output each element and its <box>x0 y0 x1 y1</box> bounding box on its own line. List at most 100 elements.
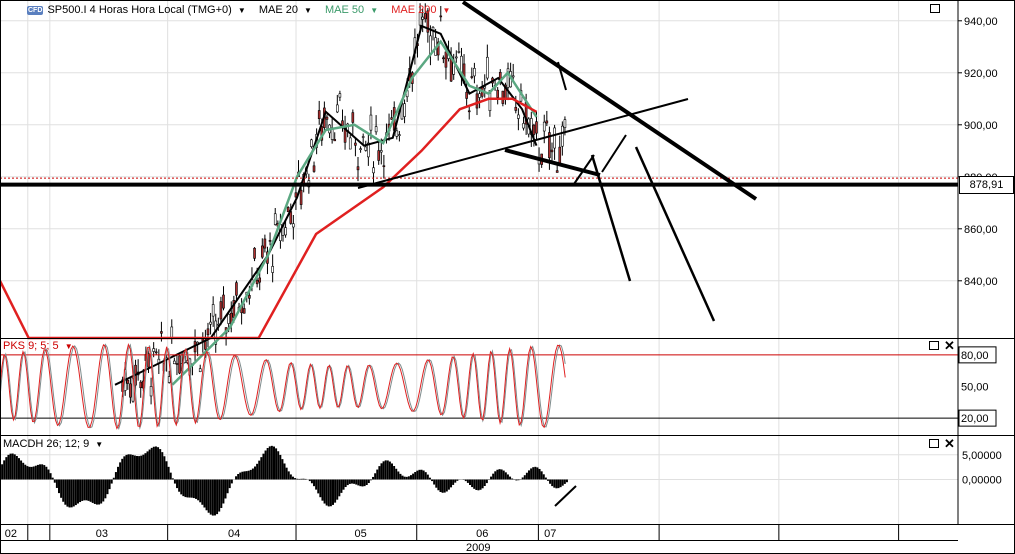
candle-body <box>253 247 256 259</box>
stochastic-menu-arrow[interactable]: ▼ <box>64 342 73 351</box>
macd-close-icon[interactable]: ✕ <box>944 436 955 451</box>
candle-body <box>436 41 440 56</box>
candle-body <box>542 121 546 132</box>
ma-line <box>171 39 538 386</box>
ma20-label[interactable]: MAE 20 <box>258 4 298 16</box>
candle-body <box>423 13 427 20</box>
price-maximize-button[interactable] <box>930 4 940 13</box>
stoch-level-box <box>958 409 997 427</box>
candle-body <box>354 142 357 146</box>
candle-body <box>478 93 481 98</box>
ma20-menu-arrow[interactable]: ▼ <box>304 6 312 15</box>
candle-body <box>232 300 236 318</box>
stoch-tick-label: 80,00 <box>961 350 989 362</box>
stochastic-close-icon[interactable]: ✕ <box>944 338 955 353</box>
price-tick-label: 860,00 <box>964 224 998 236</box>
stoch-k-line <box>0 343 566 430</box>
stochastic-label[interactable]: PKS 9; 5; 5 <box>3 340 59 352</box>
candle-body <box>457 51 461 53</box>
price-plot <box>121 3 567 405</box>
panel-frame <box>0 0 1015 339</box>
candle-body <box>178 355 181 374</box>
candle-body <box>175 363 179 365</box>
time-tick-label: 07 <box>544 528 556 540</box>
candle-body <box>473 68 476 77</box>
instrument-menu-arrow[interactable]: ▼ <box>237 6 246 15</box>
stoch-tick-label: 50,00 <box>961 382 989 394</box>
stochastic-legend: PKS 9; 5; 5 ▼ <box>3 340 83 352</box>
trendline <box>357 98 689 189</box>
price-tick-label: 900,00 <box>964 120 998 132</box>
candle-body <box>268 240 272 242</box>
candle-body <box>390 117 393 120</box>
candle-body <box>496 89 499 98</box>
candle-body <box>522 123 525 129</box>
macd-legend: MACDH 26; 12; 9 ▼ <box>3 438 113 450</box>
chart-legend: CFD SP500.I 4 Horas Hora Local (TMG+0) ▼… <box>27 4 460 16</box>
time-tick-label: 05 <box>354 528 366 540</box>
candle-body <box>454 56 458 59</box>
stochastic-maximize-button[interactable] <box>929 341 939 350</box>
trendline <box>461 0 758 201</box>
candle-body <box>222 294 225 309</box>
time-tick-label: 02 <box>5 528 17 540</box>
candle-body <box>235 282 238 296</box>
candle-body <box>255 279 259 285</box>
candle-body <box>325 116 329 120</box>
price-tick-label: 840,00 <box>964 276 998 288</box>
candle-body <box>475 93 479 109</box>
year-label: 2009 <box>466 542 490 554</box>
candle-body <box>310 139 313 147</box>
candle-body <box>198 368 202 373</box>
candle-body <box>356 166 360 171</box>
candle-body <box>242 308 246 314</box>
candle-body <box>421 16 424 20</box>
ma200-label[interactable]: MAE 200 <box>391 4 437 16</box>
candle-body <box>532 124 536 135</box>
moving-averages <box>0 24 538 386</box>
candle-body <box>336 104 339 113</box>
candle-body <box>470 76 474 78</box>
candle-body <box>553 127 556 149</box>
macd-label[interactable]: MACDH 26; 12; 9 <box>3 438 90 450</box>
candle-body <box>173 360 176 365</box>
candle-body <box>248 295 251 299</box>
candle-body <box>467 110 471 113</box>
macd-histogram <box>0 445 577 516</box>
ma200-menu-arrow[interactable]: ▼ <box>442 6 451 15</box>
trendline <box>504 148 601 177</box>
candle-body <box>545 120 549 124</box>
macd-tick-label: 5,00000 <box>962 450 1002 462</box>
trendline <box>557 61 567 91</box>
price-tick-label: 920,00 <box>964 68 998 80</box>
candle-body <box>211 304 215 317</box>
candle-body <box>359 148 362 150</box>
candle-body <box>377 150 380 161</box>
candle-body <box>361 136 365 138</box>
candle-body <box>395 130 399 137</box>
macd-maximize-button[interactable] <box>929 439 939 448</box>
ma50-label[interactable]: MAE 50 <box>325 4 365 16</box>
instrument-title[interactable]: SP500.I 4 Horas Hora Local (TMG+0) <box>47 4 232 16</box>
candle-body <box>418 12 422 26</box>
candle-body <box>563 119 567 128</box>
macd-trendline <box>554 485 577 507</box>
candle-body <box>286 207 290 213</box>
candle-body <box>219 301 223 320</box>
candle-body <box>261 245 264 258</box>
trendline <box>590 154 632 282</box>
candle-body <box>535 121 538 134</box>
ma50-menu-arrow[interactable]: ▼ <box>370 6 379 15</box>
stoch-tick-label: 20,00 <box>961 413 989 425</box>
current-price-label: 878,91 <box>959 176 1014 194</box>
trendlines <box>0 0 958 322</box>
macd-menu-arrow[interactable]: ▼ <box>95 440 104 449</box>
candle-body <box>398 134 401 136</box>
candle-body <box>374 126 378 133</box>
candle-body <box>271 266 274 273</box>
grid-lines <box>0 0 958 524</box>
candle-body <box>442 57 445 60</box>
trendline <box>573 154 595 185</box>
candle-body <box>258 277 262 283</box>
time-tick-label: 04 <box>228 528 240 540</box>
